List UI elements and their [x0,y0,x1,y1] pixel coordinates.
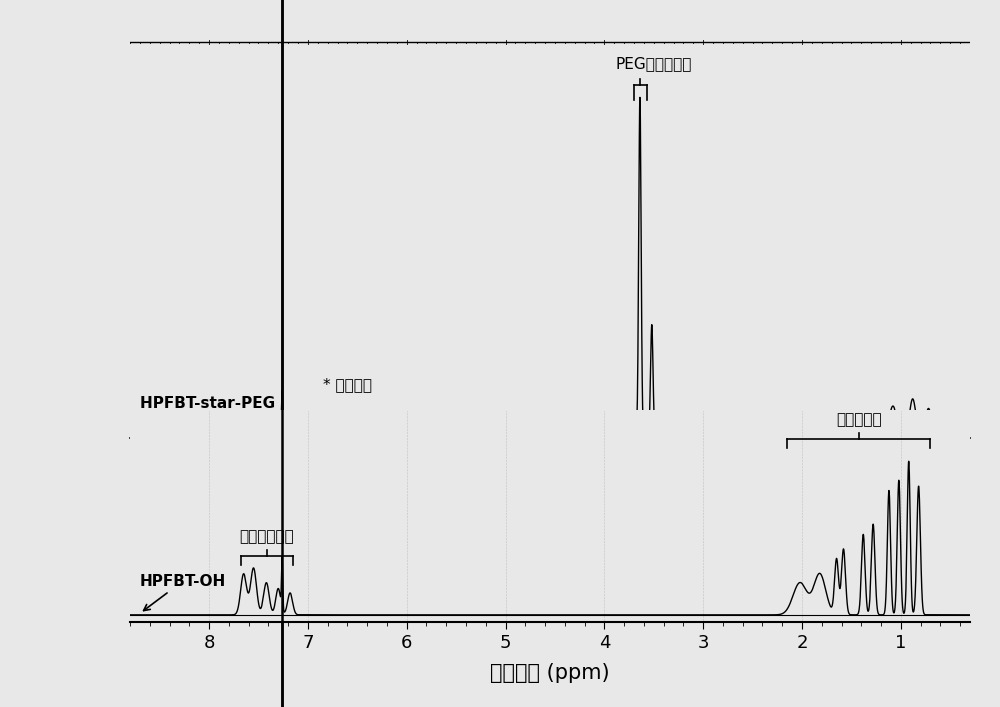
Text: 芳香环质子峰: 芳香环质子峰 [239,530,294,544]
Text: HPFBT-OH: HPFBT-OH [140,573,226,611]
X-axis label: 化学位移 (ppm): 化学位移 (ppm) [490,663,610,683]
Text: 烷基质子峰: 烷基质子峰 [836,413,882,428]
Text: PEG特征质子峰: PEG特征质子峰 [616,56,692,71]
Text: * 氘代氯仿: * 氘代氯仿 [323,377,372,392]
Text: HPFBT-​star​-PEG: HPFBT-​star​-PEG [140,396,275,429]
